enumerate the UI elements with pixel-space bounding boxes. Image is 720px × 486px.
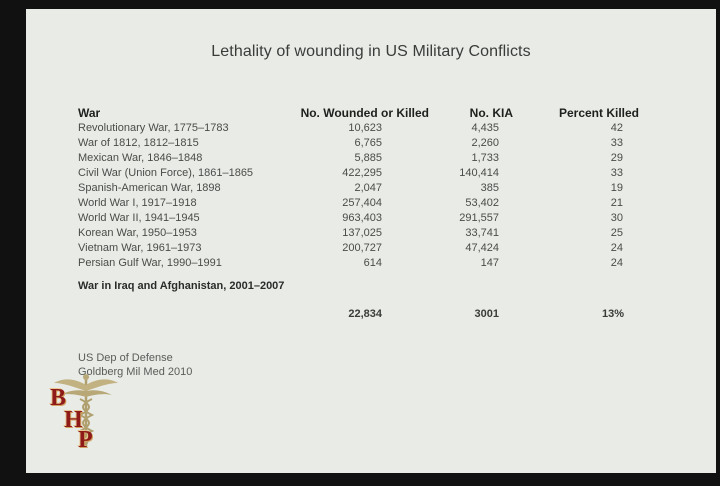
cell-percent: 21	[610, 197, 623, 209]
cell-war: World War I, 1917–1918	[78, 197, 197, 209]
cell-war: Civil War (Union Force), 1861–1865	[78, 167, 254, 179]
header-wounded-or-killed: No. Wounded or Killed	[300, 106, 429, 120]
cell-wounded-or-killed: 200,727	[342, 242, 382, 254]
cell-kia: 2,260	[471, 137, 499, 149]
header-kia: No. KIA	[469, 106, 513, 120]
cell-percent: 24	[610, 242, 623, 254]
cell-percent: 30	[610, 212, 623, 224]
table-row: Persian Gulf War, 1990–1991 614 147 24	[26, 256, 716, 270]
slide: Lethality of wounding in US Military Con…	[26, 9, 716, 473]
cell-war: War of 1812, 1812–1815	[78, 137, 199, 149]
table-row: Spanish-American War, 1898 2,047 385 19	[26, 181, 716, 195]
cell-kia: 147	[480, 257, 499, 269]
table-row: World War II, 1941–1945 963,403 291,557 …	[26, 211, 716, 225]
cell-war: World War II, 1941–1945	[78, 212, 200, 224]
cell-wounded-or-killed: 10,623	[348, 122, 382, 134]
iraq-afghanistan-title: War in Iraq and Afghanistan, 2001–2007	[78, 280, 285, 292]
cell-kia: 1,733	[471, 152, 499, 164]
cell-wounded-or-killed: 5,885	[354, 152, 382, 164]
cell-percent: 33	[610, 137, 623, 149]
cell-wounded-or-killed: 257,404	[342, 197, 382, 209]
cell-war: Persian Gulf War, 1990–1991	[78, 257, 222, 269]
table-row: Revolutionary War, 1775–1783 10,623 4,43…	[26, 121, 716, 135]
cell-war: Korean War, 1950–1953	[78, 227, 197, 239]
cell-wounded-or-killed: 614	[363, 257, 382, 269]
cell-percent: 29	[610, 152, 623, 164]
cell-percent: 24	[610, 257, 623, 269]
table-header-row: War No. Wounded or Killed No. KIA Percen…	[26, 106, 716, 120]
cell-percent: 19	[610, 182, 623, 194]
slide-title: Lethality of wounding in US Military Con…	[211, 43, 531, 60]
cell-wounded-or-killed: 2,047	[354, 182, 382, 194]
table-row: Mexican War, 1846–1848 5,885 1,733 29	[26, 151, 716, 165]
logo-letter-b: B	[50, 385, 67, 411]
cell-war: Revolutionary War, 1775–1783	[78, 122, 229, 134]
cell-kia: 385	[480, 182, 499, 194]
logo-letter-p: P	[78, 427, 93, 453]
table-row: War of 1812, 1812–1815 6,765 2,260 33	[26, 136, 716, 150]
cell-kia: 33,741	[465, 227, 499, 239]
iraq-kia: 3001	[474, 308, 499, 320]
cell-wounded-or-killed: 963,403	[342, 212, 382, 224]
header-war: War	[78, 106, 101, 120]
cell-war: Mexican War, 1846–1848	[78, 152, 203, 164]
cell-wounded-or-killed: 422,295	[342, 167, 382, 179]
cell-kia: 4,435	[471, 122, 499, 134]
cell-percent: 33	[610, 167, 623, 179]
bhp-logo: B H P	[46, 371, 126, 453]
cell-percent: 42	[610, 122, 623, 134]
table-row: Civil War (Union Force), 1861–1865 422,2…	[26, 166, 716, 180]
logo-letter-h: H	[64, 407, 83, 433]
cell-kia: 140,414	[459, 167, 499, 179]
cell-wounded-or-killed: 6,765	[354, 137, 382, 149]
cell-kia: 47,424	[465, 242, 499, 254]
cell-war: Vietnam War, 1961–1973	[78, 242, 202, 254]
cell-kia: 53,402	[465, 197, 499, 209]
iraq-wounded-or-killed: 22,834	[348, 308, 382, 320]
source-goldberg: Goldberg Mil Med 2010	[78, 366, 193, 378]
table-row: Korean War, 1950–1953 137,025 33,741 25	[26, 226, 716, 240]
cell-kia: 291,557	[459, 212, 499, 224]
iraq-percent: 13%	[601, 308, 624, 320]
source-dod: US Dep of Defense	[78, 352, 173, 364]
table-row: World War I, 1917–1918 257,404 53,402 21	[26, 196, 716, 210]
cell-percent: 25	[610, 227, 623, 239]
caduceus-icon	[54, 374, 118, 447]
table-row: Vietnam War, 1961–1973 200,727 47,424 24	[26, 241, 716, 255]
header-percent-killed: Percent Killed	[558, 106, 639, 120]
cell-war: Spanish-American War, 1898	[78, 182, 221, 194]
cell-wounded-or-killed: 137,025	[342, 227, 382, 239]
